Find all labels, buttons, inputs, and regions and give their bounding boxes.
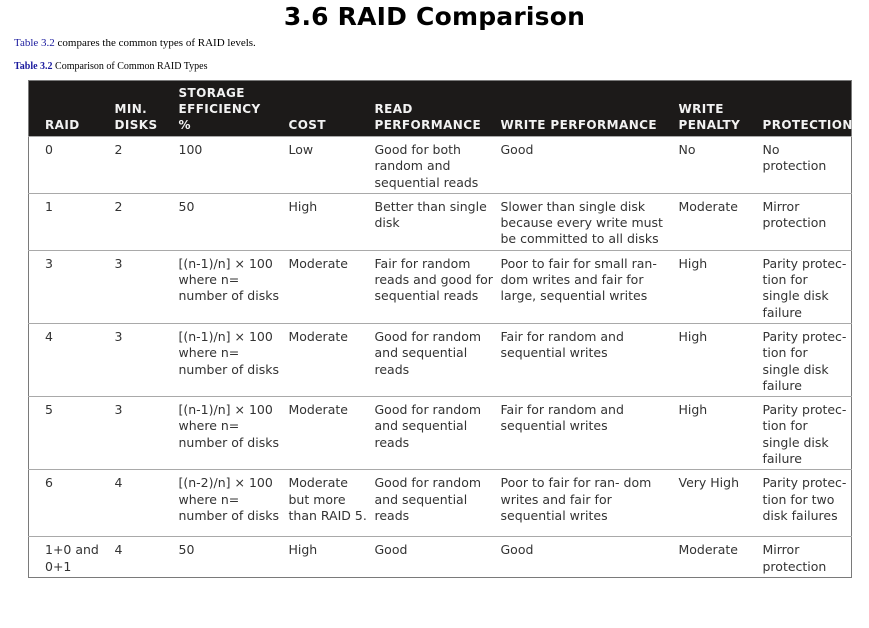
cell-min-disks: 4 bbox=[114, 536, 179, 578]
page-title: 3.6 RAID Comparison bbox=[283, 2, 586, 31]
table-caption: Table 3.2 Comparison of Common RAID Type… bbox=[14, 61, 207, 72]
header-storage-efficiency: STORAGE EFFICIENCY% bbox=[178, 80, 289, 137]
cell-min-disks: 3 bbox=[114, 322, 179, 397]
cell-write-penalty: Moderate bbox=[678, 536, 763, 578]
cell-write-performance: Poor to fair for ran- dom writes and fai… bbox=[500, 469, 679, 537]
cell-min-disks: 2 bbox=[114, 192, 179, 251]
cell-write-performance: Good bbox=[500, 536, 679, 578]
intro-paragraph: Table 3.2 compares the common types of R… bbox=[14, 37, 256, 49]
cell-raid: 3 bbox=[28, 249, 115, 324]
cell-raid: 1+0 and 0+1 bbox=[28, 536, 115, 578]
header-min-disks: MIN. DISKS bbox=[114, 80, 179, 137]
cell-write-performance: Slower than single disk because every wr… bbox=[500, 192, 679, 251]
table-header-row: RAID MIN. DISKS STORAGE EFFICIENCY% COST R… bbox=[28, 80, 852, 137]
cell-cost: Moderate bbox=[288, 396, 375, 470]
raid-comparison-table: RAID MIN. DISKS STORAGE EFFICIENCY% COST R… bbox=[28, 80, 852, 578]
cell-protection: Parity protec- tion for two disk failure… bbox=[762, 469, 852, 537]
cell-raid: 0 bbox=[28, 136, 115, 194]
table-row: 1+0 and 0+1 4 50 High Good Good Moderate… bbox=[28, 536, 852, 578]
cell-write-penalty: High bbox=[678, 322, 763, 397]
cell-read-performance: Good for random and sequential reads bbox=[374, 322, 501, 397]
cell-storage-efficiency: [(n-1)/n] × 100 where n= number of disks bbox=[178, 396, 289, 470]
cell-protection: No protection bbox=[762, 136, 852, 194]
cell-read-performance: Fair for random reads and good for seque… bbox=[374, 249, 501, 324]
cell-storage-efficiency: 50 bbox=[178, 536, 289, 578]
cell-cost: Moderate but more than RAID 5. bbox=[288, 469, 375, 537]
cell-write-penalty: High bbox=[678, 396, 763, 470]
cell-raid: 1 bbox=[28, 192, 115, 251]
cell-raid: 5 bbox=[28, 396, 115, 470]
cell-read-performance: Better than single disk bbox=[374, 192, 501, 251]
header-protection: PROTECTION bbox=[762, 80, 852, 137]
cell-write-performance: Fair for random and sequential writes bbox=[500, 396, 679, 470]
cell-write-performance: Good bbox=[500, 136, 679, 194]
cell-raid: 4 bbox=[28, 322, 115, 397]
cell-protection: Mirror protection bbox=[762, 192, 852, 251]
cell-storage-efficiency: [(n-2)/n] × 100 where n= number of disks bbox=[178, 469, 289, 537]
cell-min-disks: 2 bbox=[114, 136, 179, 194]
cell-storage-efficiency: [(n-1)/n] × 100 where n= number of disks bbox=[178, 249, 289, 324]
cell-protection: Parity protec- tion for single disk fail… bbox=[762, 249, 852, 324]
cell-min-disks: 3 bbox=[114, 396, 179, 470]
table-row: 1 2 50 High Better than single disk Slow… bbox=[28, 192, 852, 251]
cell-cost: High bbox=[288, 192, 375, 251]
intro-text: compares the common types of RAID levels… bbox=[54, 37, 256, 49]
cell-raid: 6 bbox=[28, 469, 115, 537]
table-caption-label: Table 3.2 bbox=[14, 61, 53, 72]
cell-write-performance: Poor to fair for small ran- dom writes a… bbox=[500, 249, 679, 324]
cell-cost: Low bbox=[288, 136, 375, 194]
cell-protection: Parity protec- tion for single disk fail… bbox=[762, 322, 852, 397]
table-row: 6 4 [(n-2)/n] × 100 where n= number of d… bbox=[28, 469, 852, 537]
cell-storage-efficiency: 50 bbox=[178, 192, 289, 251]
header-read-performance: READ PERFORMANCE bbox=[374, 80, 501, 137]
header-write-penalty: WRITE PENALTY bbox=[678, 80, 763, 137]
cell-read-performance: Good for both random and sequential read… bbox=[374, 136, 501, 194]
cell-write-performance: Fair for random and sequential writes bbox=[500, 322, 679, 397]
table-caption-text: Comparison of Common RAID Types bbox=[52, 61, 208, 72]
table-row: 4 3 [(n-1)/n] × 100 where n= number of d… bbox=[28, 322, 852, 397]
cell-cost: High bbox=[288, 536, 375, 578]
cell-read-performance: Good for random and sequential reads bbox=[374, 396, 501, 470]
cell-cost: Moderate bbox=[288, 322, 375, 397]
cell-read-performance: Good bbox=[374, 536, 501, 578]
cell-write-penalty: Very High bbox=[678, 469, 763, 537]
cell-protection: Mirror protection bbox=[762, 536, 852, 578]
header-raid: RAID bbox=[28, 80, 115, 137]
table-reference-link[interactable]: Table 3.2 bbox=[14, 37, 55, 49]
cell-write-penalty: High bbox=[678, 249, 763, 324]
cell-write-penalty: No bbox=[678, 136, 763, 194]
cell-protection: Parity protec- tion for single disk fail… bbox=[762, 396, 852, 470]
cell-storage-efficiency: [(n-1)/n] × 100 where n= number of disks bbox=[178, 322, 289, 397]
cell-read-performance: Good for random and sequential reads bbox=[374, 469, 501, 537]
header-write-performance: WRITE PERFORMANCE bbox=[500, 80, 679, 137]
table-row: 0 2 100 Low Good for both random and seq… bbox=[28, 136, 852, 194]
cell-write-penalty: Moderate bbox=[678, 192, 763, 251]
cell-cost: Moderate bbox=[288, 249, 375, 324]
table-row: 5 3 [(n-1)/n] × 100 where n= number of d… bbox=[28, 396, 852, 470]
cell-min-disks: 4 bbox=[114, 469, 179, 537]
cell-min-disks: 3 bbox=[114, 249, 179, 324]
cell-storage-efficiency: 100 bbox=[178, 136, 289, 194]
header-cost: COST bbox=[288, 80, 375, 137]
table-row: 3 3 [(n-1)/n] × 100 where n= number of d… bbox=[28, 249, 852, 324]
